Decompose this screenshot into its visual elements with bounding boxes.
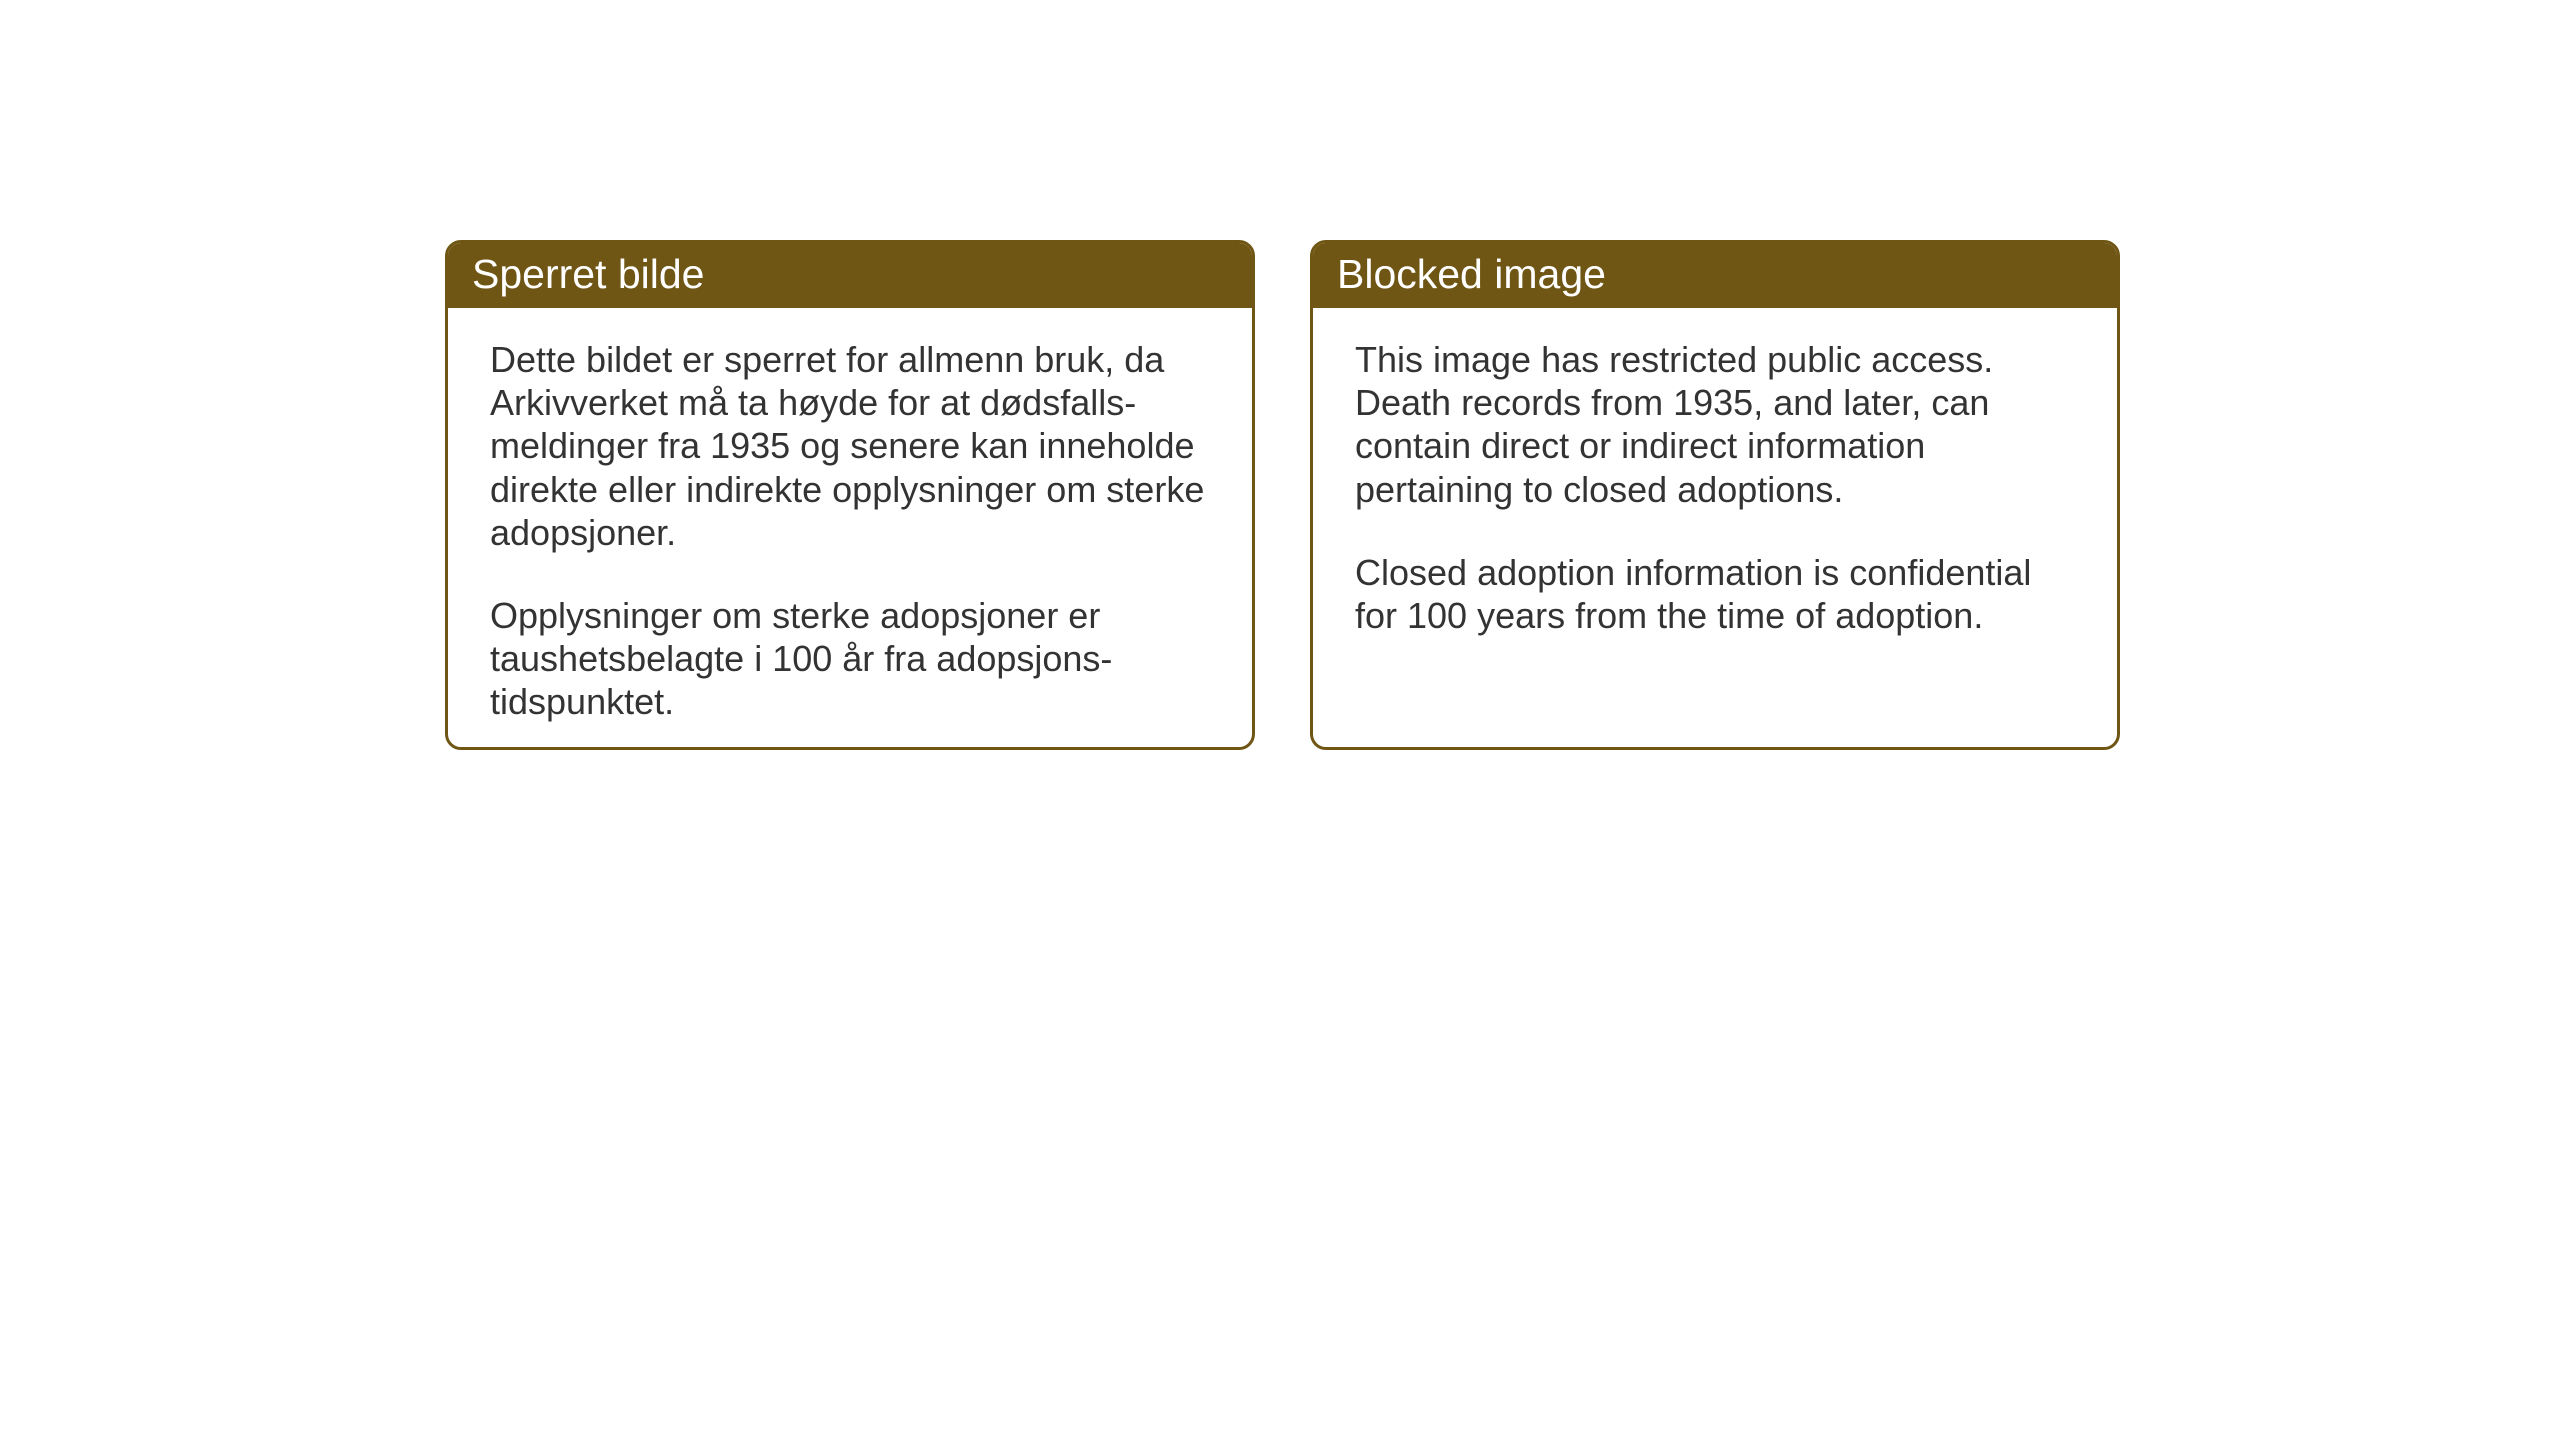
card-norwegian: Sperret bilde Dette bildet er sperret fo… <box>445 240 1255 750</box>
card-english-body: This image has restricted public access.… <box>1313 308 2117 667</box>
card-norwegian-paragraph2: Opplysninger om sterke adopsjoner er tau… <box>490 594 1210 724</box>
card-english-title: Blocked image <box>1337 251 1606 297</box>
card-english: Blocked image This image has restricted … <box>1310 240 2120 750</box>
card-english-paragraph2: Closed adoption information is confident… <box>1355 551 2075 637</box>
card-norwegian-body: Dette bildet er sperret for allmenn bruk… <box>448 308 1252 750</box>
card-norwegian-title: Sperret bilde <box>472 251 704 297</box>
card-english-paragraph1: This image has restricted public access.… <box>1355 338 2075 511</box>
cards-container: Sperret bilde Dette bildet er sperret fo… <box>445 240 2120 750</box>
card-norwegian-header: Sperret bilde <box>448 243 1252 308</box>
card-english-header: Blocked image <box>1313 243 2117 308</box>
card-norwegian-paragraph1: Dette bildet er sperret for allmenn bruk… <box>490 338 1210 554</box>
